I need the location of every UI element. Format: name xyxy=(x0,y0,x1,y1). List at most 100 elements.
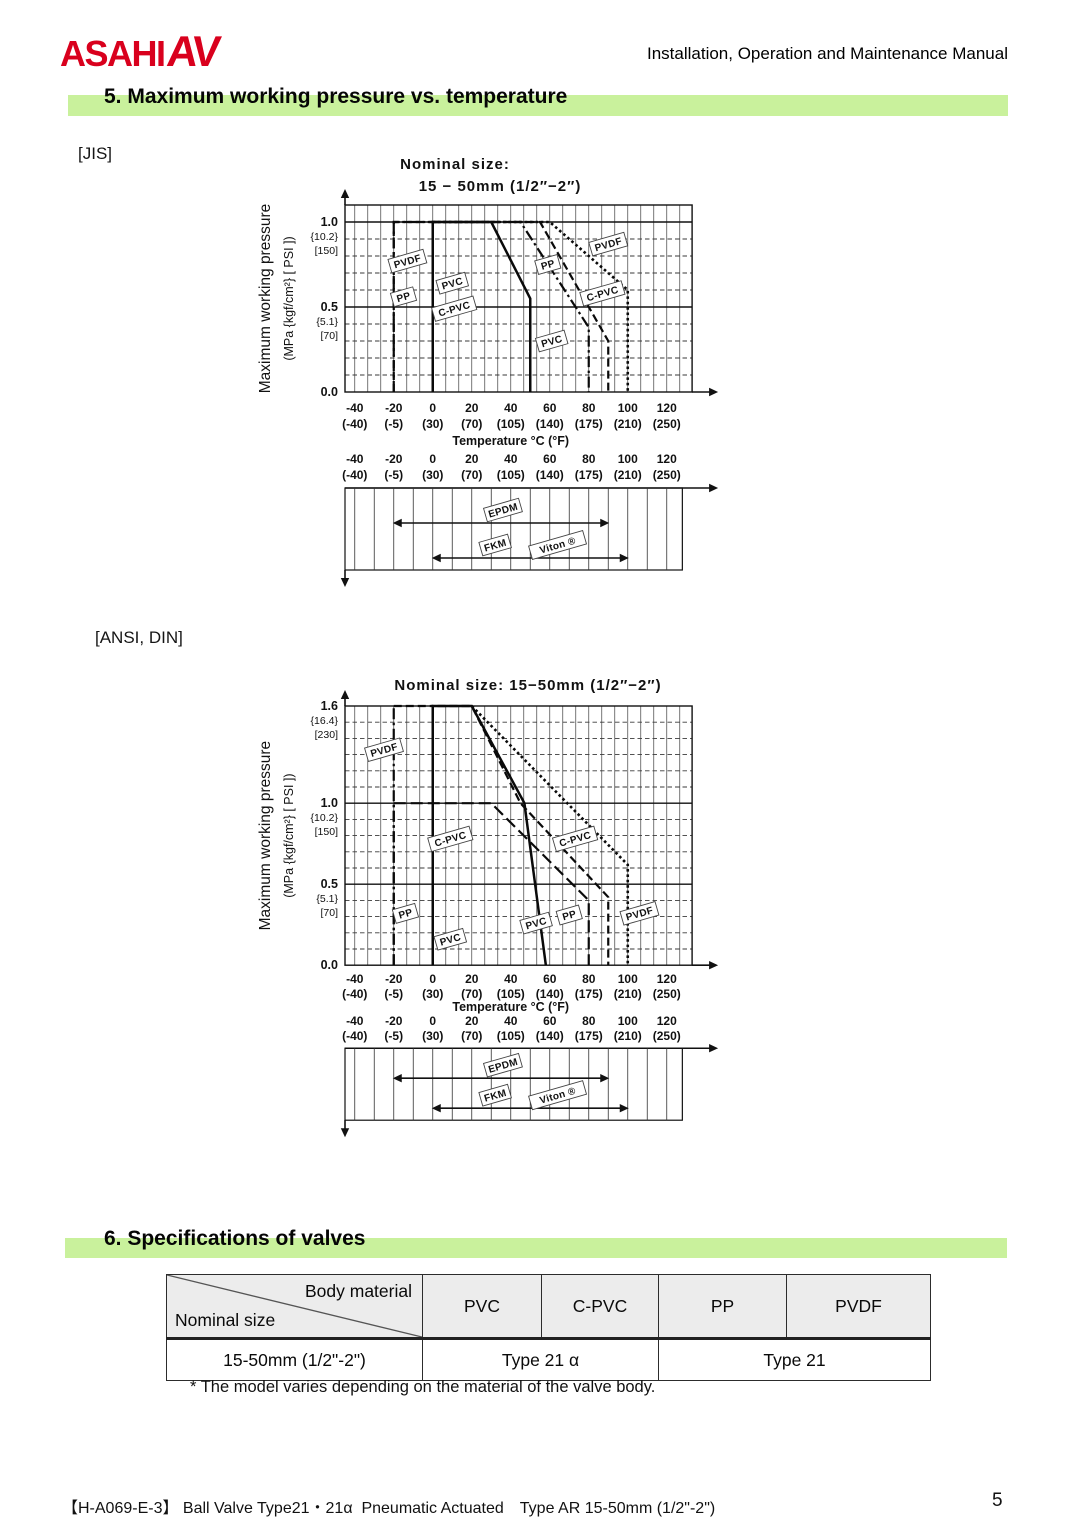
svg-text:100: 100 xyxy=(618,1014,638,1028)
svg-text:(-5): (-5) xyxy=(384,468,403,482)
svg-text:(30): (30) xyxy=(422,468,443,482)
svg-text:(70): (70) xyxy=(461,1029,482,1043)
svg-text:(105): (105) xyxy=(497,417,525,431)
svg-text:(105): (105) xyxy=(497,987,525,1001)
svg-text:0: 0 xyxy=(429,452,436,466)
svg-text:(140): (140) xyxy=(536,468,564,482)
svg-text:(-40): (-40) xyxy=(342,417,367,431)
svg-text:1.6: 1.6 xyxy=(321,699,338,713)
svg-text:60: 60 xyxy=(543,452,557,466)
table-footnote: * The model varies depending on the mate… xyxy=(190,1378,656,1396)
ansi-din-pressure-temperature-chart: Nominal size: 15−50mm (1/2″−2″) PVDF C-PVC… xyxy=(257,677,719,1138)
line-label-c-pvc: C-PVC xyxy=(431,295,478,322)
line-label-pvdf: PVDF xyxy=(588,231,629,257)
svg-text:(140): (140) xyxy=(536,1029,564,1043)
jis-pressure-temperature-chart: Nominal size: 15 − 50mm (1/2″−2″) PVDF PP PV… xyxy=(257,156,719,587)
svg-text:(210): (210) xyxy=(614,987,642,1001)
svg-text:(210): (210) xyxy=(614,417,642,431)
svg-text:80: 80 xyxy=(582,1014,596,1028)
svg-text:80: 80 xyxy=(582,401,596,415)
svg-text:(-5): (-5) xyxy=(384,987,403,1001)
svg-text:(250): (250) xyxy=(653,417,681,431)
svg-text:(140): (140) xyxy=(536,987,564,1001)
line-label-pvc: PVC xyxy=(534,329,569,353)
footer-page-number: 5 xyxy=(992,1490,1003,1511)
svg-text:0.0: 0.0 xyxy=(321,385,338,399)
manual-title: Installation, Operation and Maintenance … xyxy=(646,44,1008,63)
line-label-pp: PP xyxy=(391,902,420,924)
svg-text:20: 20 xyxy=(465,1014,479,1028)
svg-text:40: 40 xyxy=(504,1014,518,1028)
logo-text-asahi: ASAHI xyxy=(60,33,166,74)
svg-text:(-5): (-5) xyxy=(384,1029,403,1043)
svg-text:-40: -40 xyxy=(346,972,364,986)
asahi-av-logo: ASAHIAV xyxy=(60,28,220,77)
svg-text:120: 120 xyxy=(657,452,677,466)
ansi-din-standard-label: [ANSI, DIN] xyxy=(95,628,183,647)
svg-text:[230]: [230] xyxy=(315,729,338,741)
table-row: 15-50mm (1/2"-2") Type 21 α Type 21 xyxy=(166,1338,931,1381)
svg-text:(70): (70) xyxy=(461,468,482,482)
svg-text:PP: PP xyxy=(396,291,412,305)
svg-text:120: 120 xyxy=(657,401,677,415)
corner-label-body-material: Body material xyxy=(305,1281,412,1301)
svg-text:15 − 50mm (1/2″−2″): 15 − 50mm (1/2″−2″) xyxy=(419,178,582,195)
svg-text:-40: -40 xyxy=(346,401,364,415)
svg-text:(250): (250) xyxy=(653,1029,681,1043)
svg-text:(30): (30) xyxy=(422,1029,443,1043)
line-label-viton-: Viton ® xyxy=(528,529,588,561)
svg-text:{10.2}: {10.2} xyxy=(311,812,339,824)
type-21-cell: Type 21 xyxy=(658,1338,931,1381)
svg-text:Maximum working pressure: Maximum working pressure xyxy=(257,741,274,931)
line-label-epdm: EPDM xyxy=(482,497,523,523)
line-label-pp: PP xyxy=(389,286,418,308)
valve-specifications-table: Body material Nominal size PVC C-PVC PP … xyxy=(166,1274,931,1381)
svg-text:Nominal size:: Nominal size: xyxy=(400,156,510,173)
line-label-c-pvc: C-PVC xyxy=(551,825,599,853)
svg-text:-40: -40 xyxy=(346,1014,364,1028)
svg-text:(175): (175) xyxy=(575,987,603,1001)
svg-text:0.5: 0.5 xyxy=(321,877,338,891)
line-label-pvdf: PVDF xyxy=(364,737,404,763)
svg-text:(MPa {kgf/cm²} [ PSI ]): (MPa {kgf/cm²} [ PSI ]) xyxy=(282,236,296,360)
column-header-pvc: PVC xyxy=(422,1274,542,1340)
logo-text-av: AV xyxy=(164,28,220,76)
svg-text:0.0: 0.0 xyxy=(321,958,338,972)
svg-text:PP: PP xyxy=(398,907,414,921)
svg-text:(-40): (-40) xyxy=(342,1029,367,1043)
svg-text:60: 60 xyxy=(543,972,557,986)
svg-text:-20: -20 xyxy=(385,972,403,986)
svg-text:(-40): (-40) xyxy=(342,468,367,482)
svg-text:(70): (70) xyxy=(461,417,482,431)
type-21a-cell: Type 21 α xyxy=(422,1338,659,1381)
svg-text:1.0: 1.0 xyxy=(321,796,338,810)
svg-text:120: 120 xyxy=(657,972,677,986)
svg-text:60: 60 xyxy=(543,1014,557,1028)
line-label-c-pvc: C-PVC xyxy=(427,825,474,853)
section5-highlight-bar xyxy=(68,95,1008,116)
svg-text:0: 0 xyxy=(429,1014,436,1028)
svg-text:(30): (30) xyxy=(422,417,443,431)
column-header-pp: PP xyxy=(658,1274,787,1340)
footer-document-reference: 【H-A069-E-3】 Ball Valve Type21・21α Pneum… xyxy=(62,1500,716,1517)
svg-text:Temperature °C (°F): Temperature °C (°F) xyxy=(452,434,569,448)
svg-text:(105): (105) xyxy=(497,468,525,482)
svg-text:[150]: [150] xyxy=(315,245,338,257)
svg-text:-20: -20 xyxy=(385,452,403,466)
svg-text:-40: -40 xyxy=(346,452,364,466)
svg-text:Nominal size: 15−50mm (1/2″−2: Nominal size: 15−50mm (1/2″−2″) xyxy=(394,677,661,694)
svg-text:80: 80 xyxy=(582,972,596,986)
svg-text:[70]: [70] xyxy=(320,330,338,342)
svg-text:[150]: [150] xyxy=(315,826,338,838)
svg-text:20: 20 xyxy=(465,972,479,986)
svg-text:0: 0 xyxy=(429,972,436,986)
section6-heading: 6. Specifications of valves xyxy=(104,1227,366,1250)
svg-text:120: 120 xyxy=(657,1014,677,1028)
svg-text:-20: -20 xyxy=(385,1014,403,1028)
svg-text:Maximum working pressure: Maximum working pressure xyxy=(257,204,274,394)
svg-text:-20: -20 xyxy=(385,401,403,415)
table-corner-cell: Body material Nominal size xyxy=(166,1274,423,1340)
svg-text:Temperature °C (°F): Temperature °C (°F) xyxy=(452,1000,569,1014)
section6-highlight-bar xyxy=(65,1238,1007,1258)
